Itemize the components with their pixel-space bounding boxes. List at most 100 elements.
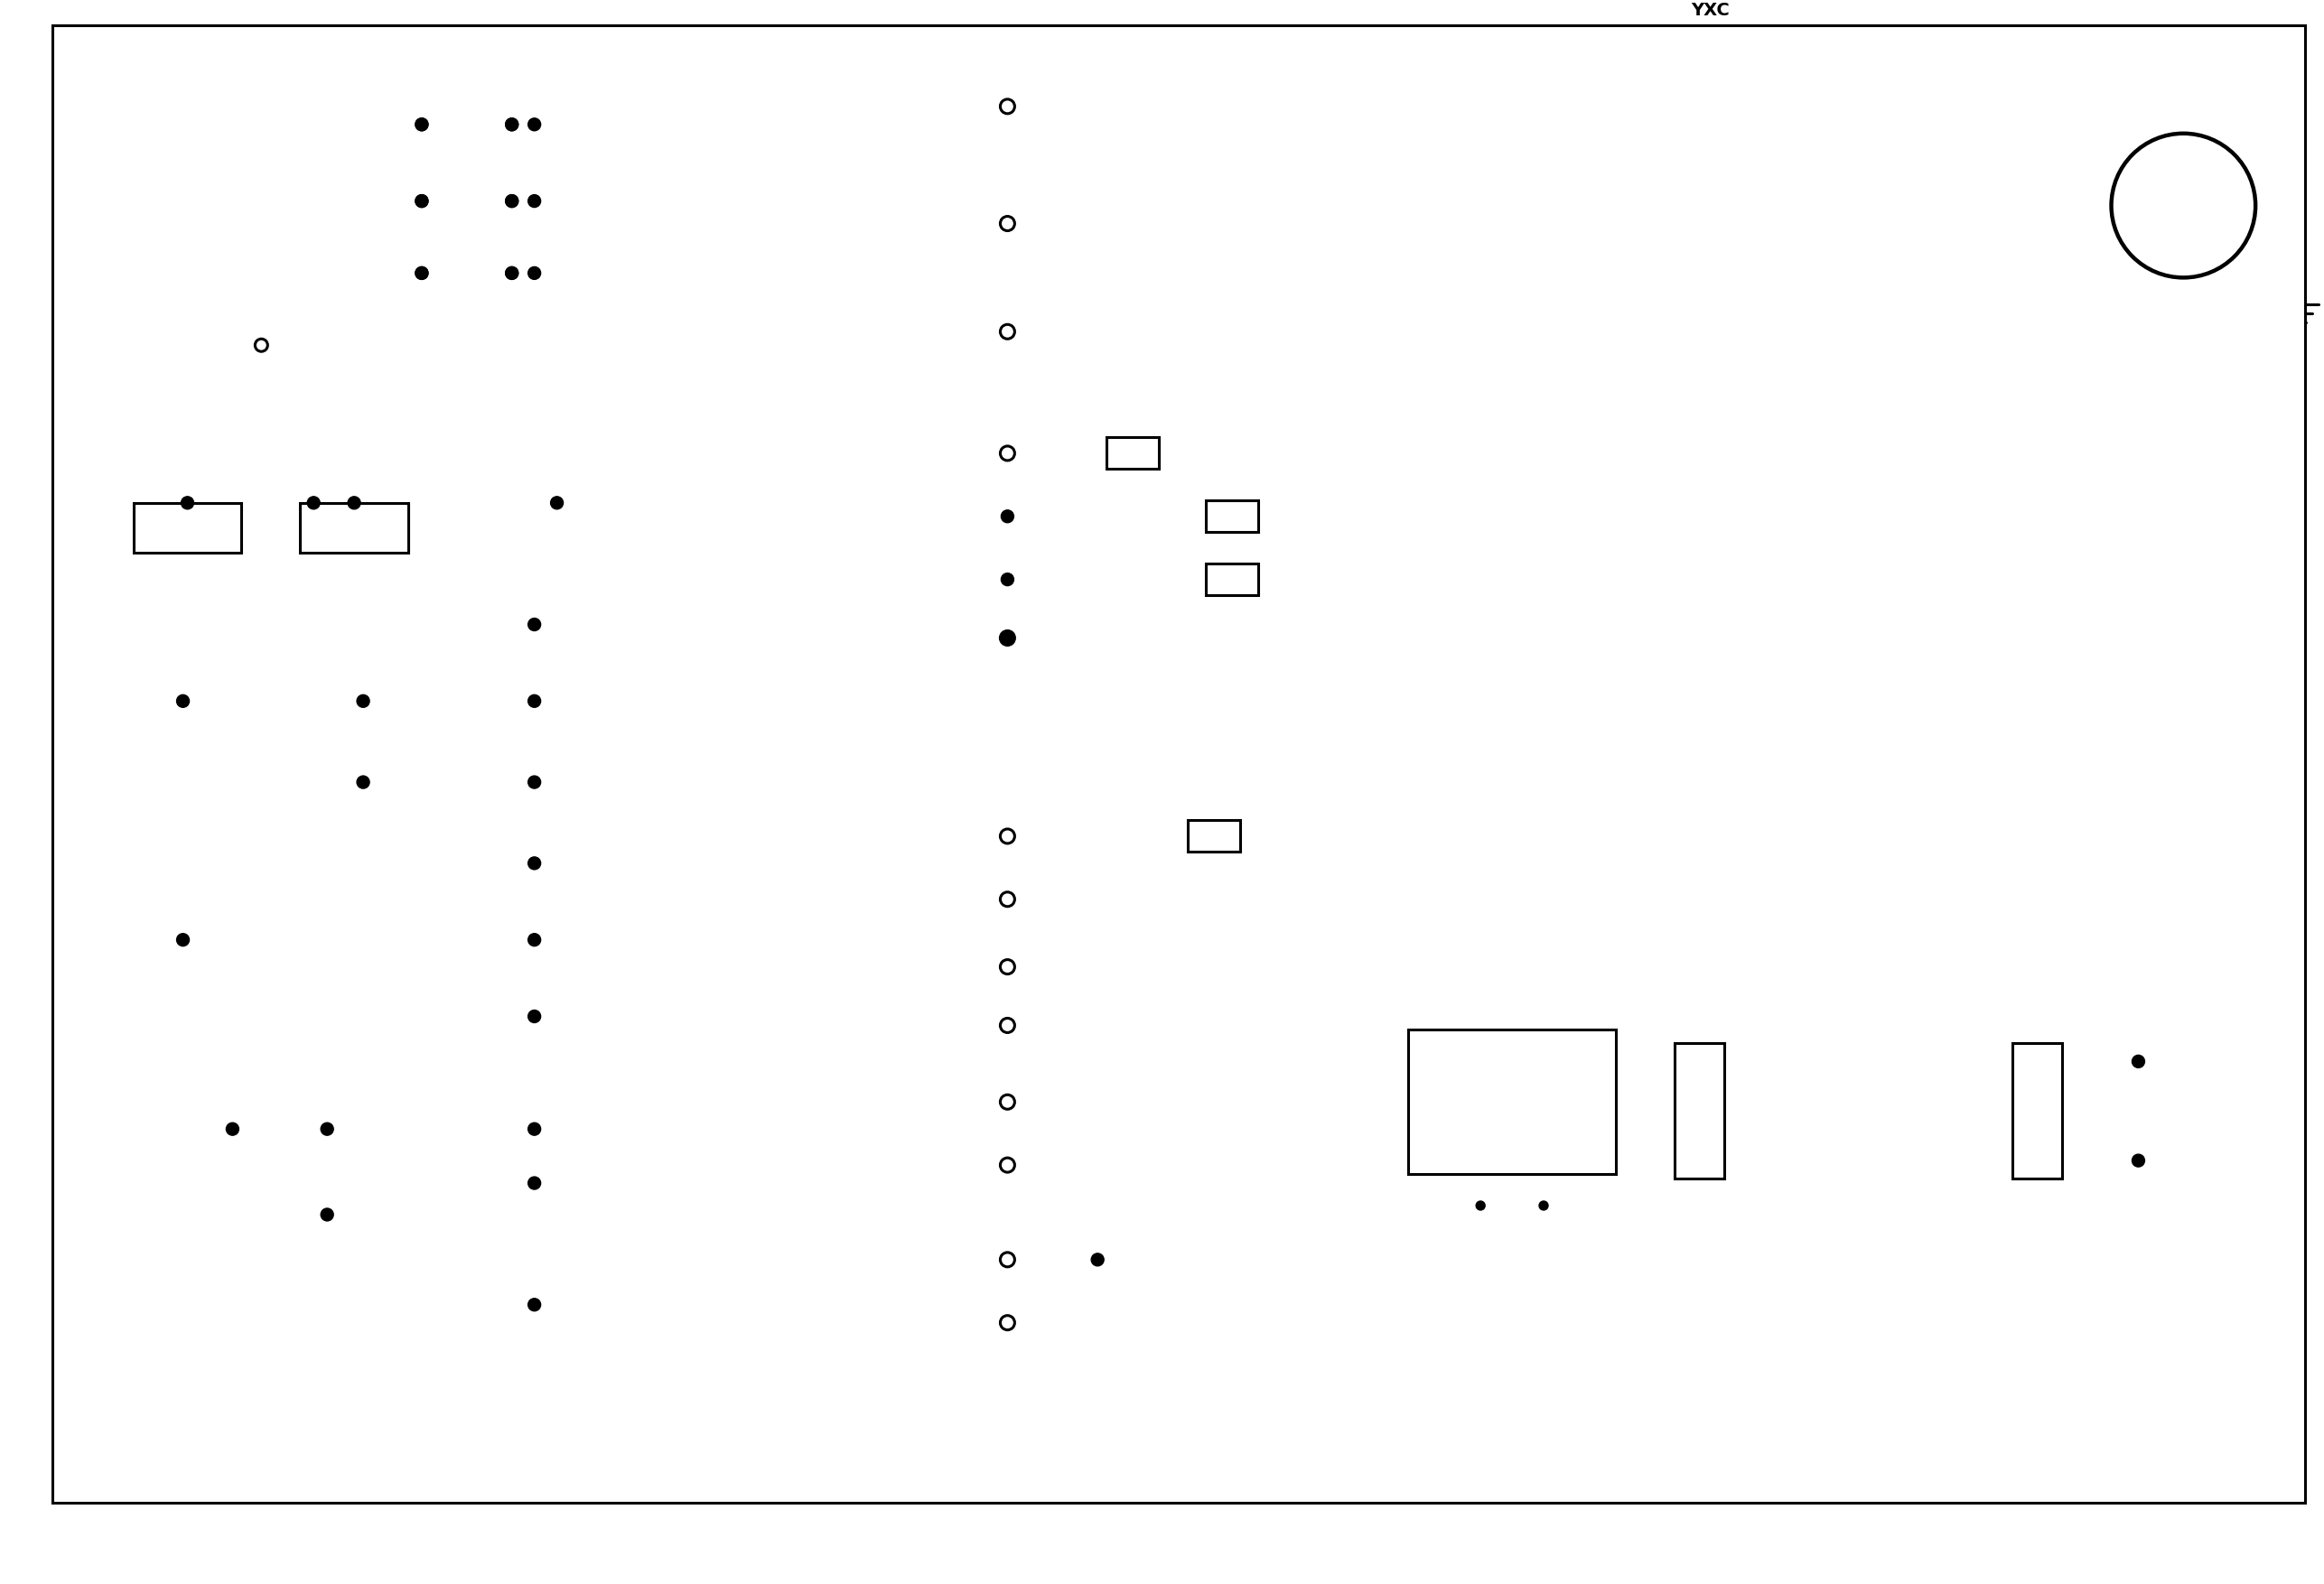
Circle shape — [177, 695, 188, 708]
Text: U/T1: U/T1 — [964, 98, 999, 114]
Circle shape — [999, 100, 1016, 114]
Text: S6: S6 — [541, 855, 562, 871]
Circle shape — [358, 776, 370, 789]
Circle shape — [999, 1253, 1016, 1267]
Circle shape — [1002, 573, 1013, 586]
Circle shape — [177, 933, 188, 946]
Circle shape — [2131, 1055, 2145, 1068]
Text: GZJ: GZJ — [179, 1159, 205, 1175]
Text: GZJ: GZJ — [1239, 421, 1262, 434]
Text: 2: 2 — [184, 562, 191, 575]
Circle shape — [528, 119, 541, 131]
Text: -: - — [1390, 1134, 1394, 1152]
Circle shape — [307, 496, 321, 508]
Circle shape — [416, 195, 428, 208]
Text: XXC: XXC — [372, 1215, 402, 1232]
Text: YXC: YXC — [1692, 2, 1729, 19]
Text: 1: 1 — [1641, 35, 1650, 48]
Text: 1: 1 — [139, 562, 149, 575]
Text: MC: MC — [976, 630, 999, 646]
Bar — [1011, 692, 2157, 787]
Text: 4: 4 — [1771, 116, 1778, 128]
Bar — [1408, 1030, 1615, 1174]
Circle shape — [999, 828, 1016, 843]
Bar — [1206, 501, 1257, 532]
Text: ~3×380V: ~3×380V — [65, 333, 137, 348]
Circle shape — [528, 857, 541, 870]
Text: XXC: XXC — [1220, 550, 1243, 562]
Text: B1: B1 — [1016, 960, 1034, 974]
Bar — [1188, 821, 1241, 852]
Text: Ø: Ø — [60, 269, 74, 285]
Circle shape — [181, 496, 193, 508]
Circle shape — [999, 1095, 1016, 1109]
Circle shape — [528, 933, 541, 946]
Text: SC: SC — [541, 1297, 562, 1313]
Circle shape — [528, 618, 541, 630]
Text: M1: M1 — [1020, 703, 1039, 718]
Circle shape — [528, 195, 541, 208]
Text: S7: S7 — [541, 931, 562, 947]
Text: YXC: YXC — [1120, 423, 1146, 436]
Circle shape — [528, 1123, 541, 1136]
Bar — [1615, 30, 1806, 206]
Circle shape — [507, 195, 518, 208]
Text: V/T2: V/T2 — [964, 215, 999, 231]
Circle shape — [507, 119, 518, 131]
Text: W/T3: W/T3 — [960, 323, 999, 341]
Text: (+3): (+3) — [964, 1095, 999, 1110]
Bar — [300, 502, 409, 553]
Circle shape — [416, 119, 428, 131]
Text: B: B — [60, 176, 77, 193]
Text: -0: -0 — [1620, 1136, 1634, 1150]
Circle shape — [551, 496, 562, 508]
Text: B2: B2 — [978, 1017, 999, 1033]
Circle shape — [1538, 1201, 1548, 1210]
Circle shape — [999, 217, 1016, 231]
Circle shape — [1476, 1201, 1485, 1210]
Text: SXJ: SXJ — [174, 520, 200, 537]
Text: N(000): N(000) — [65, 393, 112, 406]
Text: (-): (-) — [981, 1156, 999, 1174]
Circle shape — [507, 266, 518, 279]
Text: Ø: Ø — [60, 120, 74, 138]
Text: 6: 6 — [1771, 192, 1778, 204]
Circle shape — [416, 266, 428, 279]
Text: C: C — [60, 247, 74, 266]
Circle shape — [999, 960, 1016, 974]
Text: S2: S2 — [541, 692, 562, 710]
Circle shape — [507, 266, 518, 279]
Circle shape — [528, 695, 541, 708]
Text: GZJ: GZJ — [1204, 806, 1225, 819]
Circle shape — [256, 339, 267, 352]
Text: SXJ: SXJ — [1116, 488, 1136, 501]
Text: 3: 3 — [1641, 116, 1648, 128]
Circle shape — [1002, 632, 1013, 645]
Bar — [1011, 1076, 2157, 1345]
Text: 1: 1 — [307, 562, 316, 575]
Text: B1: B1 — [978, 958, 999, 976]
Text: M: M — [2168, 190, 2199, 220]
Text: SXC: SXC — [1220, 486, 1243, 499]
Circle shape — [507, 119, 518, 131]
Circle shape — [507, 195, 518, 208]
Text: A: A — [60, 100, 77, 117]
Text: / /: / / — [709, 1462, 720, 1475]
Text: XXJ: XXJ — [1113, 592, 1134, 605]
Circle shape — [999, 630, 1016, 645]
Circle shape — [1092, 1253, 1104, 1266]
Text: HK: HK — [1499, 1053, 1525, 1069]
Text: Ø: Ø — [65, 412, 77, 428]
Text: P2: P2 — [981, 828, 999, 844]
Text: +0: +0 — [1620, 1055, 1641, 1068]
Text: M2: M2 — [1020, 762, 1039, 776]
Circle shape — [321, 1209, 332, 1221]
Text: F7: F7 — [769, 760, 804, 786]
Text: S3: S3 — [978, 1251, 999, 1267]
Text: MB: MB — [976, 445, 999, 461]
Bar — [1106, 437, 1160, 469]
Text: S1: S1 — [541, 616, 562, 632]
Text: XXC: XXC — [232, 676, 263, 692]
Circle shape — [528, 1011, 541, 1023]
Text: YXC: YXC — [237, 1112, 265, 1128]
